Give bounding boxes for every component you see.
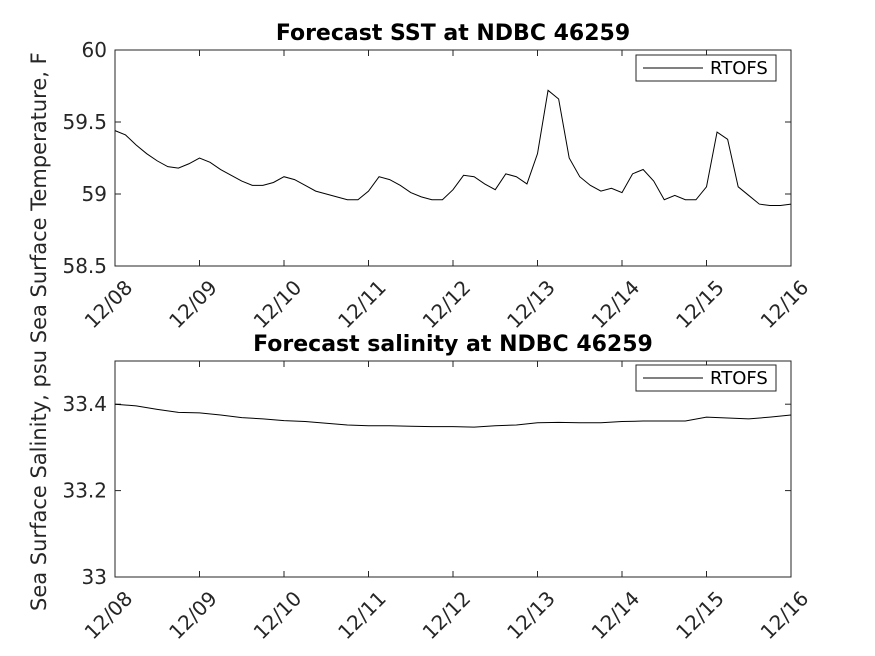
salinity-y-tick-label: 33.4 xyxy=(62,392,107,416)
sst-y-tick-label: 59 xyxy=(82,182,107,206)
sst-chart-title: Forecast SST at NDBC 46259 xyxy=(276,21,630,46)
sst-y-ticks: 58.5 59 59.5 60 xyxy=(62,38,791,278)
salinity-legend: RTOFS xyxy=(635,364,777,392)
sst-y-tick-label: 60 xyxy=(82,38,107,62)
salinity-y-tick-label: 33 xyxy=(82,565,107,589)
sst-legend-label: RTOFS xyxy=(710,58,768,79)
salinity-y-ticks: 33 33.2 33.4 xyxy=(62,392,791,589)
sst-y-tick-label: 59.5 xyxy=(62,110,107,134)
y-axis-label: Sea Surface Salinity, psu Sea Surface Te… xyxy=(27,52,51,611)
salinity-plot-area xyxy=(114,360,792,578)
sst-plot-area xyxy=(114,49,792,267)
salinity-series-line xyxy=(114,403,792,428)
salinity-y-tick-label: 33.2 xyxy=(62,479,107,503)
sst-y-tick-label: 58.5 xyxy=(62,254,107,278)
salinity-chart-title: Forecast salinity at NDBC 46259 xyxy=(253,332,653,357)
sst-series-line xyxy=(114,89,792,207)
salinity-legend-label: RTOFS xyxy=(710,368,768,389)
sst-legend: RTOFS xyxy=(635,54,777,82)
